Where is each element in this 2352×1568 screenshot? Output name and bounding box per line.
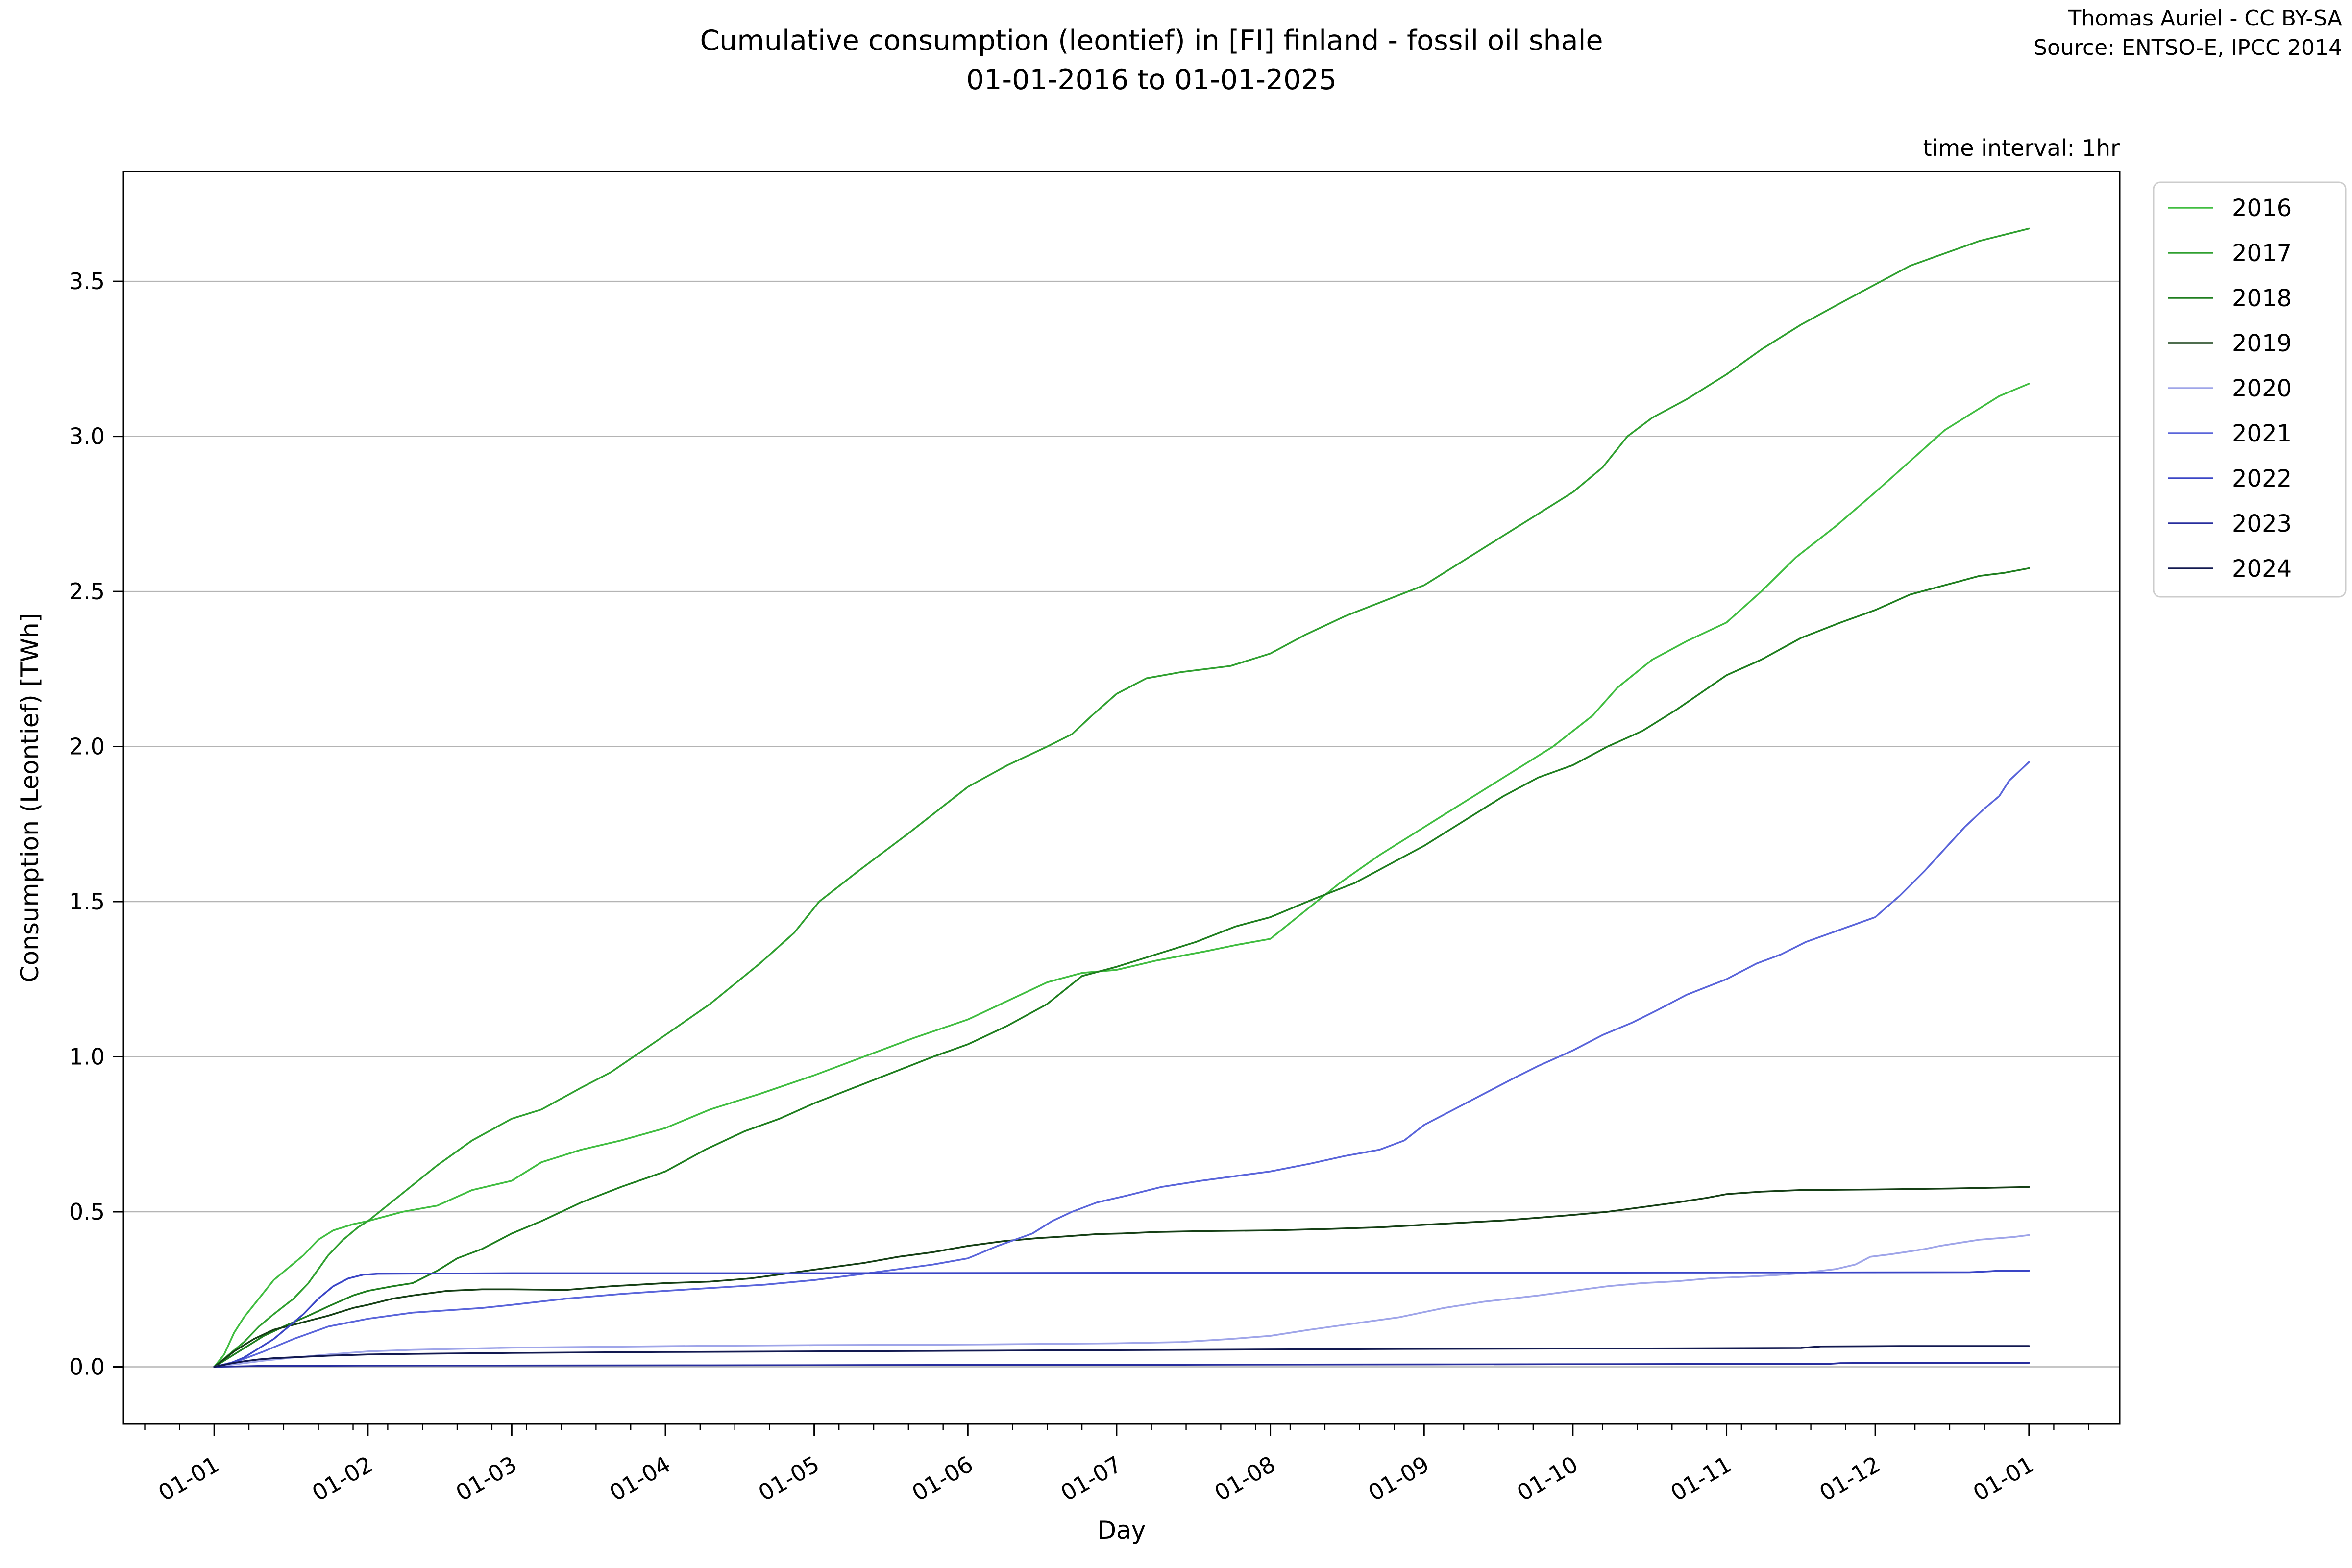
x-tick-label: 01-01	[154, 1451, 224, 1507]
chart-title-line2: 01-01-2016 to 01-01-2025	[966, 64, 1337, 96]
legend-label-2023: 2023	[2232, 510, 2292, 538]
series-line-2018	[213, 567, 2030, 1368]
legend-label-2016: 2016	[2232, 195, 2292, 222]
axes-frame	[122, 171, 2121, 1425]
x-tick-label: 01-06	[907, 1451, 978, 1507]
x-tick-label: 01-02	[308, 1451, 378, 1507]
attribution-source: Source: ENTSO-E, IPCC 2014	[2034, 35, 2342, 60]
series-line-2021	[213, 761, 2030, 1368]
y-tick-label: 3.0	[69, 423, 105, 450]
x-tick-label: 01-09	[1364, 1451, 1434, 1507]
axes-box	[122, 171, 2121, 1425]
series-line-2022	[213, 1270, 2030, 1368]
legend-label-2019: 2019	[2232, 330, 2292, 357]
x-tick-label: 01-11	[1666, 1451, 1736, 1507]
x-tick-label: 01-03	[451, 1451, 521, 1507]
series-line-2016	[213, 383, 2030, 1368]
y-tick-label: 1.5	[69, 888, 105, 915]
x-axis-label: Day	[1098, 1516, 1146, 1544]
y-axis-ticks: 0.0 0.5 1.0 1.5 2.0 2.5 3.0 3.5	[69, 268, 123, 1380]
legend-box	[2153, 181, 2347, 598]
legend-label-2024: 2024	[2232, 555, 2292, 583]
x-tick-label: 01-04	[605, 1451, 675, 1507]
attribution-author: Thomas Auriel - CC BY-SA	[2068, 6, 2342, 31]
legend-label-2018: 2018	[2232, 285, 2292, 312]
chart-title-line1: Cumulative consumption (leontief) in [FI…	[700, 24, 1603, 57]
series-line-2024	[213, 1345, 2030, 1368]
x-axis-ticks: 01-01 01-02 01-03 01-04 01-05 01-06 01-07 01-08…	[144, 1424, 2089, 1507]
legend-label-2020: 2020	[2232, 375, 2292, 402]
legend-label-2022: 2022	[2232, 465, 2292, 492]
series-lines	[213, 227, 2030, 1368]
legend-label-2017: 2017	[2232, 240, 2292, 267]
gridlines	[123, 280, 2120, 1368]
series-line-2023	[213, 1362, 2030, 1368]
y-tick-label: 0.0	[69, 1354, 105, 1380]
x-tick-label: 01-12	[1815, 1451, 1885, 1507]
series-line-2019	[213, 1186, 2030, 1368]
y-tick-label: 2.0	[69, 734, 105, 760]
x-tick-label: 01-10	[1513, 1451, 1583, 1507]
series-line-2017	[213, 227, 2030, 1368]
y-axis-label: Consumption (Leontief) [TWh]	[16, 613, 44, 983]
x-tick-label: 01-08	[1210, 1451, 1280, 1507]
x-tick-label: 01-01	[1969, 1451, 2039, 1507]
time-interval-note: time interval: 1hr	[1923, 135, 2120, 161]
legend-label-2021: 2021	[2232, 420, 2292, 447]
series-line-2020	[213, 1234, 2030, 1368]
x-tick-label: 01-05	[754, 1451, 824, 1507]
y-tick-label: 3.5	[69, 268, 105, 294]
x-tick-label: 01-07	[1056, 1451, 1127, 1507]
y-tick-label: 0.5	[69, 1199, 105, 1225]
legend: 2016 2017 2018 2019 2020 2021 2022 2023 2024	[2153, 181, 2347, 598]
y-tick-label: 1.0	[69, 1044, 105, 1070]
y-tick-label: 2.5	[69, 578, 105, 605]
